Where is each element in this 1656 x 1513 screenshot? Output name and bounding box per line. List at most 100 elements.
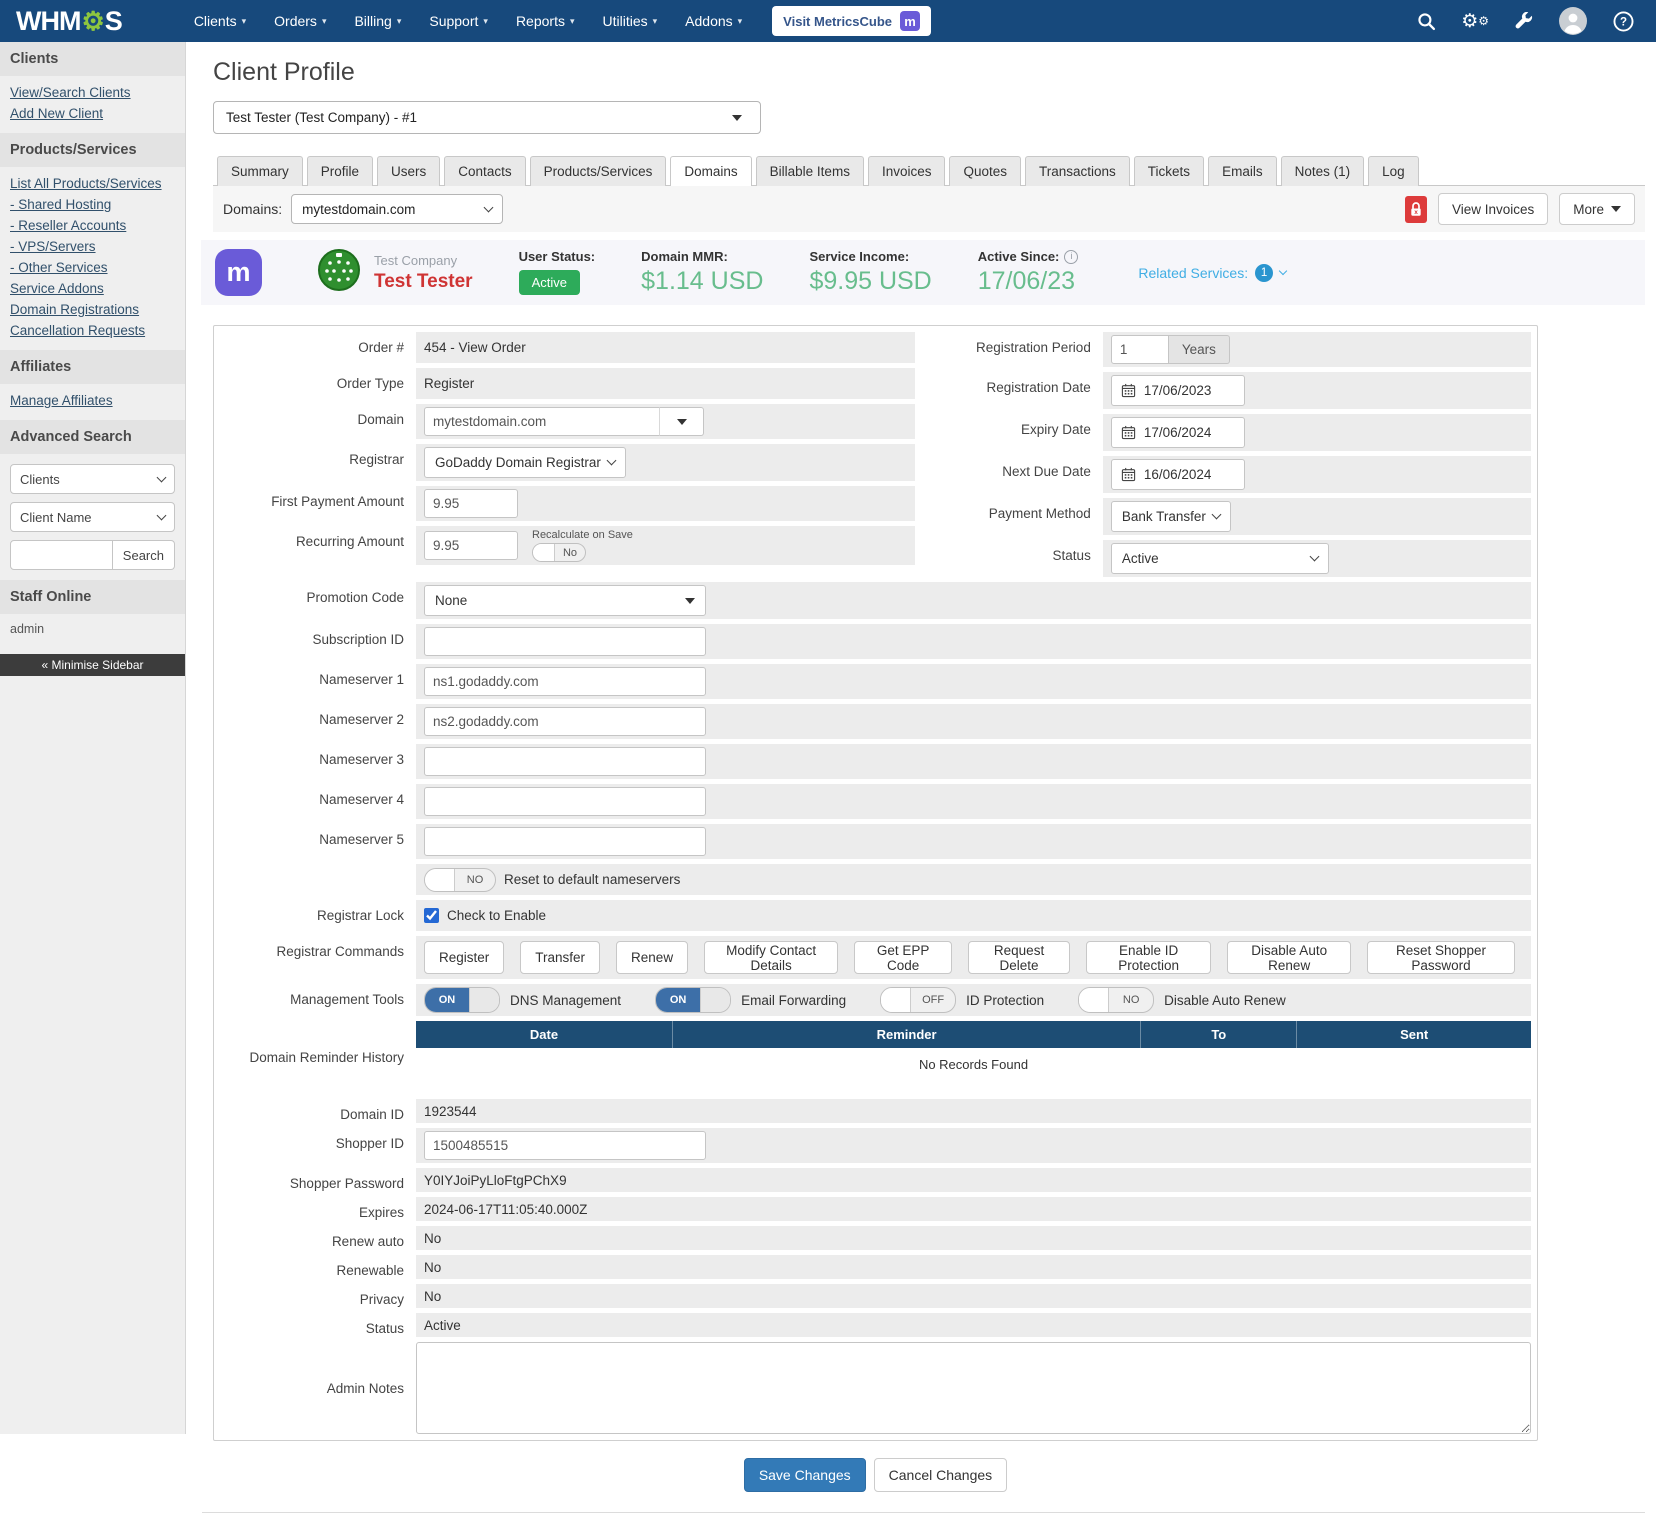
first-payment-amount-input[interactable] bbox=[424, 489, 518, 518]
tab-emails[interactable]: Emails bbox=[1208, 156, 1277, 186]
advanced-search-button[interactable]: Search bbox=[113, 540, 175, 570]
tab-summary[interactable]: Summary bbox=[217, 156, 303, 186]
client-select[interactable]: Test Tester (Test Company) - #1 bbox=[213, 101, 761, 134]
expiry-date-input[interactable]: 17/06/2024 bbox=[1111, 417, 1245, 448]
sidebar-item-service-addons[interactable]: Service Addons bbox=[10, 281, 175, 296]
admin-notes-label: Admin Notes bbox=[220, 1342, 416, 1434]
promotion-code-select[interactable]: None bbox=[424, 585, 706, 616]
sidebar-item-domain-registrations[interactable]: Domain Registrations bbox=[10, 302, 175, 317]
advanced-search-type-select[interactable]: Clients bbox=[10, 464, 175, 494]
sidebar-item-add-new-client[interactable]: Add New Client bbox=[10, 106, 175, 121]
expires-value: 2024-06-17T11:05:40.000Z bbox=[424, 1202, 587, 1217]
view-invoices-button[interactable]: View Invoices bbox=[1438, 193, 1548, 225]
registrar-lock-checkbox[interactable] bbox=[424, 908, 439, 923]
toggle-id-protection[interactable]: OFF bbox=[880, 987, 956, 1013]
tab-profile[interactable]: Profile bbox=[307, 156, 373, 186]
nav-item-addons[interactable]: Addons▾ bbox=[671, 2, 756, 40]
tab-products-services[interactable]: Products/Services bbox=[530, 156, 667, 186]
help-icon[interactable]: ? bbox=[1613, 11, 1634, 32]
enable-id-protection-button[interactable]: Enable ID Protection bbox=[1086, 941, 1211, 974]
next-due-date-input[interactable]: 16/06/2024 bbox=[1111, 459, 1245, 490]
nameserver-4-input[interactable] bbox=[424, 787, 706, 816]
settings-gears-icon[interactable]: ⚙⚙ bbox=[1461, 12, 1489, 31]
top-navbar: WHM⚙S Clients▾Orders▾Billing▾Support▾Rep… bbox=[0, 0, 1656, 42]
registration-date-input[interactable]: 17/06/2023 bbox=[1111, 375, 1245, 406]
search-icon[interactable] bbox=[1417, 12, 1436, 31]
nav-item-orders[interactable]: Orders▾ bbox=[260, 2, 340, 40]
domain-select[interactable]: mytestdomain.com bbox=[291, 194, 503, 224]
tab-tickets[interactable]: Tickets bbox=[1134, 156, 1204, 186]
status-select[interactable]: Active bbox=[1111, 543, 1329, 574]
tab-users[interactable]: Users bbox=[377, 156, 440, 186]
toggle-dns-management[interactable]: ON bbox=[424, 987, 500, 1013]
minimise-sidebar-button[interactable]: « Minimise Sidebar bbox=[0, 654, 185, 676]
chevron-down-icon bbox=[157, 472, 167, 482]
tab-invoices[interactable]: Invoices bbox=[868, 156, 946, 186]
register-button[interactable]: Register bbox=[424, 941, 504, 974]
nav-item-support[interactable]: Support▾ bbox=[415, 2, 502, 40]
nameserver-1-input[interactable] bbox=[424, 667, 706, 696]
domain-lock-icon[interactable]: x bbox=[1405, 196, 1427, 223]
get-epp-code-button[interactable]: Get EPP Code bbox=[854, 941, 952, 974]
advanced-search-field-select[interactable]: Client Name bbox=[10, 502, 175, 532]
tab-billable-items[interactable]: Billable Items bbox=[756, 156, 864, 186]
renew-button[interactable]: Renew bbox=[616, 941, 688, 974]
sidebar-item-vps-servers[interactable]: - VPS/Servers bbox=[10, 239, 175, 254]
nameserver-3-input[interactable] bbox=[424, 747, 706, 776]
related-services-dropdown[interactable]: Related Services: 1 bbox=[1138, 264, 1286, 282]
tab-log[interactable]: Log bbox=[1368, 156, 1419, 186]
save-changes-button[interactable]: Save Changes bbox=[744, 1458, 866, 1492]
nav-item-clients[interactable]: Clients▾ bbox=[180, 2, 260, 40]
sidebar-item-manage-affiliates[interactable]: Manage Affiliates bbox=[10, 393, 175, 408]
tab-contacts[interactable]: Contacts bbox=[444, 156, 525, 186]
admin-notes-textarea[interactable] bbox=[416, 1342, 1531, 1434]
subscription-id-input[interactable] bbox=[424, 627, 706, 656]
reset-shopper-password-button[interactable]: Reset Shopper Password bbox=[1367, 941, 1515, 974]
registrar-select[interactable]: GoDaddy Domain Registrar bbox=[424, 447, 626, 478]
registration-period-input[interactable] bbox=[1111, 335, 1169, 364]
user-avatar-icon[interactable] bbox=[1558, 6, 1588, 36]
email-forwarding-label: Email Forwarding bbox=[741, 993, 846, 1008]
more-button[interactable]: More bbox=[1559, 193, 1635, 225]
tab-transactions[interactable]: Transactions bbox=[1025, 156, 1130, 186]
shopper-id-input[interactable] bbox=[424, 1131, 706, 1160]
request-delete-button[interactable]: Request Delete bbox=[968, 941, 1070, 974]
info-icon[interactable]: i bbox=[1064, 250, 1078, 264]
client-summary-panel: m Test Company Test Tester User Status:A… bbox=[201, 240, 1645, 305]
cancel-changes-button[interactable]: Cancel Changes bbox=[874, 1458, 1008, 1492]
nav-item-billing[interactable]: Billing▾ bbox=[340, 2, 415, 40]
recurring-amount-input[interactable] bbox=[424, 531, 518, 560]
sidebar-item-list-all-products-services[interactable]: List All Products/Services bbox=[10, 176, 175, 191]
modify-contact-details-button[interactable]: Modify Contact Details bbox=[704, 941, 838, 974]
payment-method-select[interactable]: Bank Transfer bbox=[1111, 501, 1231, 532]
order-number-value[interactable]: 454 - View Order bbox=[424, 340, 526, 355]
tab-domains[interactable]: Domains bbox=[670, 156, 751, 186]
tab-quotes[interactable]: Quotes bbox=[949, 156, 1021, 186]
advanced-search-input[interactable] bbox=[10, 540, 113, 570]
toggle-disable-auto-renew[interactable]: NO bbox=[1078, 987, 1154, 1013]
domain-reminder-history-label: Domain Reminder History bbox=[220, 1021, 416, 1094]
sidebar-item-view-search-clients[interactable]: View/Search Clients bbox=[10, 85, 175, 100]
nameserver-3-label: Nameserver 3 bbox=[220, 744, 416, 779]
whmcs-logo[interactable]: WHM⚙S bbox=[16, 6, 122, 37]
transfer-button[interactable]: Transfer bbox=[520, 941, 600, 974]
domain-dropdown-button[interactable] bbox=[659, 407, 704, 436]
domain-input[interactable] bbox=[424, 407, 660, 436]
tab-notes-1[interactable]: Notes (1) bbox=[1281, 156, 1365, 186]
recalculate-on-save-toggle[interactable]: No bbox=[532, 543, 586, 562]
main-menu: Clients▾Orders▾Billing▾Support▾Reports▾U… bbox=[180, 2, 756, 40]
nav-item-utilities[interactable]: Utilities▾ bbox=[589, 2, 672, 40]
wrench-tools-icon[interactable] bbox=[1514, 12, 1533, 31]
sidebar-item-shared-hosting[interactable]: - Shared Hosting bbox=[10, 197, 175, 212]
registrar-commands-label: Registrar Commands bbox=[220, 936, 416, 979]
toggle-email-forwarding[interactable]: ON bbox=[655, 987, 731, 1013]
sidebar-item-other-services[interactable]: - Other Services bbox=[10, 260, 175, 275]
nameserver-2-input[interactable] bbox=[424, 707, 706, 736]
nameserver-5-input[interactable] bbox=[424, 827, 706, 856]
sidebar-item-reseller-accounts[interactable]: - Reseller Accounts bbox=[10, 218, 175, 233]
nav-item-reports[interactable]: Reports▾ bbox=[502, 2, 589, 40]
sidebar-item-cancellation-requests[interactable]: Cancellation Requests bbox=[10, 323, 175, 338]
reset-nameservers-toggle[interactable]: NO bbox=[424, 868, 496, 892]
disable-auto-renew-button[interactable]: Disable Auto Renew bbox=[1227, 941, 1351, 974]
visit-metricscube-button[interactable]: Visit MetricsCube m bbox=[772, 6, 931, 36]
